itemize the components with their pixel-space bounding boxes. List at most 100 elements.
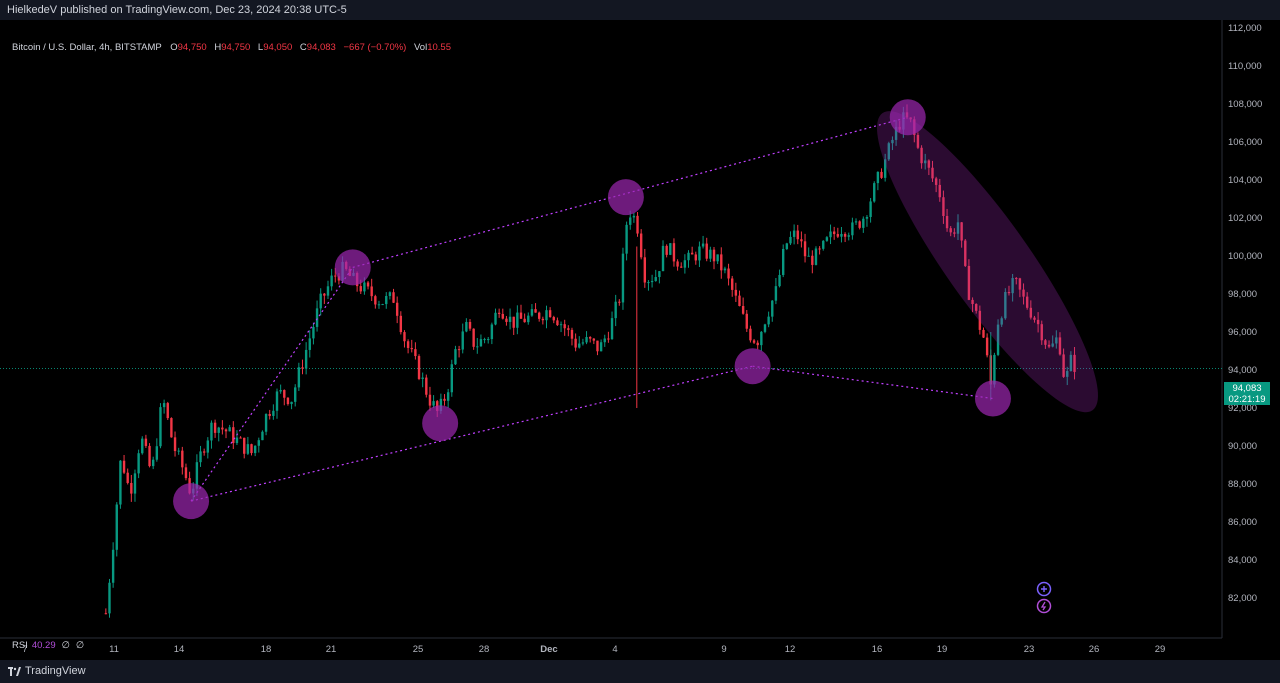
candle-body (141, 438, 144, 454)
candle-body (312, 326, 315, 339)
candle-body (891, 139, 894, 144)
candle-body (224, 429, 228, 432)
candle-body (130, 482, 133, 494)
candle-body (873, 183, 876, 202)
candle-body (395, 302, 399, 316)
candle-body (1018, 278, 1022, 290)
candle-body (953, 232, 956, 234)
candle-body (315, 308, 319, 327)
candle-body (133, 473, 137, 494)
candle-body (683, 260, 687, 268)
candle-body (956, 222, 960, 234)
candle-body (173, 437, 177, 452)
candle-body (975, 304, 978, 311)
candle-body (880, 171, 883, 178)
candle-body (217, 427, 220, 433)
rsi-legend[interactable]: RSI 40.29 ∅ ∅ (12, 640, 84, 651)
candle-body (414, 349, 417, 357)
candle-body (148, 445, 151, 467)
candle-body (694, 254, 697, 261)
candle-body (151, 459, 155, 467)
candle-body (403, 332, 406, 342)
candle-body (862, 218, 865, 228)
x-tick-label: 4 (612, 644, 617, 655)
candle-body (162, 403, 166, 408)
candle-body (916, 134, 920, 148)
candle-body (669, 243, 672, 255)
candle-body (840, 233, 843, 237)
trendline (752, 365, 994, 400)
candle-body (159, 407, 162, 447)
rsi-value: 40.29 (31, 640, 56, 651)
candle-body (144, 438, 148, 446)
highlight-ellipse (877, 111, 1098, 413)
candle-body (967, 265, 971, 300)
candle-body (508, 316, 512, 322)
price-chart[interactable]: 82,00084,00086,00088,00090,00092,00094,0… (0, 20, 1280, 660)
candle-body (1033, 317, 1036, 320)
candle-body (202, 451, 206, 453)
candle-body (115, 504, 118, 550)
candle-body (261, 431, 264, 441)
candle-body (290, 401, 293, 405)
candle-body (650, 280, 654, 283)
candle-body (647, 282, 650, 284)
candle-body (545, 310, 548, 321)
candle-body (1015, 278, 1018, 280)
candle-body (792, 230, 796, 237)
x-tick-label: 12 (785, 644, 796, 655)
candle-body (676, 261, 679, 267)
candle-body (920, 147, 923, 164)
candle-body (370, 286, 373, 297)
y-tick-label: 84,000 (1228, 555, 1257, 566)
candle-body (927, 160, 931, 168)
candle-body (964, 240, 967, 266)
candle-body (814, 248, 818, 265)
pivot-circle (607, 179, 644, 216)
candle-body (454, 349, 457, 365)
x-tick-label: 29 (1155, 644, 1166, 655)
close-value: 94,083 (306, 42, 336, 53)
lightning-circle-icon (1036, 598, 1052, 614)
candle-body (887, 143, 891, 160)
candle-body (960, 222, 963, 241)
candle-body (137, 453, 140, 474)
candle-body (854, 221, 858, 223)
candle-body (658, 271, 661, 278)
x-tick-label: 18 (261, 644, 272, 655)
brand-name: TradingView (25, 665, 86, 677)
trendline (190, 267, 354, 502)
candle-body (778, 274, 781, 287)
candle-body (654, 277, 657, 281)
candle-body (534, 309, 537, 313)
bar-countdown: 02:21:19 (1228, 394, 1266, 405)
candle-body (723, 268, 727, 271)
candle-body (213, 422, 217, 433)
candle-body (756, 342, 759, 346)
candle-body (406, 341, 410, 348)
candle-body (250, 444, 253, 454)
candle-body (232, 427, 235, 444)
candle-body (548, 310, 552, 318)
candle-body (1029, 307, 1033, 318)
candle-body (771, 300, 774, 317)
vol-label: Vol (413, 42, 428, 53)
candle-body (297, 367, 301, 388)
candle-body (421, 377, 424, 379)
candle-body (949, 228, 952, 233)
candle-body (126, 472, 129, 483)
chart-frame[interactable]: 82,000 84,000 86,000 88,000 90,000 92,000 94,0… (0, 20, 1280, 660)
candle-body (836, 234, 840, 237)
candle-body (468, 321, 472, 329)
tradingview-logo[interactable]: TradingView (8, 665, 86, 677)
candle-body (308, 338, 311, 350)
candle-body (374, 296, 377, 305)
candle-body (690, 252, 694, 255)
y-tick-label: 82,000 (1228, 593, 1257, 604)
candle-body (825, 237, 829, 241)
x-tick-label: 16 (872, 644, 883, 655)
candle-body (843, 233, 847, 237)
candle-body (519, 312, 523, 319)
candle-body (636, 215, 639, 234)
trendline (190, 365, 753, 502)
